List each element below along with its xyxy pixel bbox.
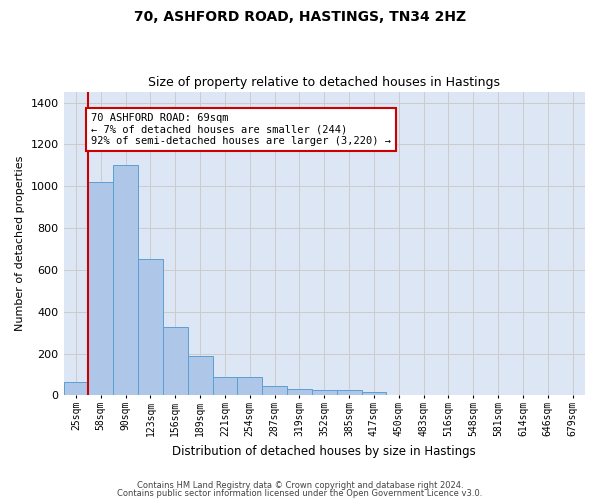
Bar bbox=[88, 182, 113, 396]
Bar bbox=[138, 260, 163, 396]
Text: Contains HM Land Registry data © Crown copyright and database right 2024.: Contains HM Land Registry data © Crown c… bbox=[137, 481, 463, 490]
Text: 70 ASHFORD ROAD: 69sqm
← 7% of detached houses are smaller (244)
92% of semi-det: 70 ASHFORD ROAD: 69sqm ← 7% of detached … bbox=[91, 113, 391, 146]
Bar bbox=[212, 376, 238, 396]
Bar bbox=[238, 376, 262, 396]
Bar bbox=[362, 392, 386, 396]
Bar bbox=[287, 389, 312, 396]
Bar bbox=[312, 390, 337, 396]
X-axis label: Distribution of detached houses by size in Hastings: Distribution of detached houses by size … bbox=[172, 444, 476, 458]
Bar bbox=[337, 390, 362, 396]
Bar bbox=[64, 382, 88, 396]
Bar bbox=[113, 166, 138, 396]
Bar bbox=[188, 356, 212, 396]
Bar bbox=[262, 386, 287, 396]
Y-axis label: Number of detached properties: Number of detached properties bbox=[15, 156, 25, 332]
Bar bbox=[163, 328, 188, 396]
Text: Contains public sector information licensed under the Open Government Licence v3: Contains public sector information licen… bbox=[118, 488, 482, 498]
Text: 70, ASHFORD ROAD, HASTINGS, TN34 2HZ: 70, ASHFORD ROAD, HASTINGS, TN34 2HZ bbox=[134, 10, 466, 24]
Title: Size of property relative to detached houses in Hastings: Size of property relative to detached ho… bbox=[148, 76, 500, 90]
